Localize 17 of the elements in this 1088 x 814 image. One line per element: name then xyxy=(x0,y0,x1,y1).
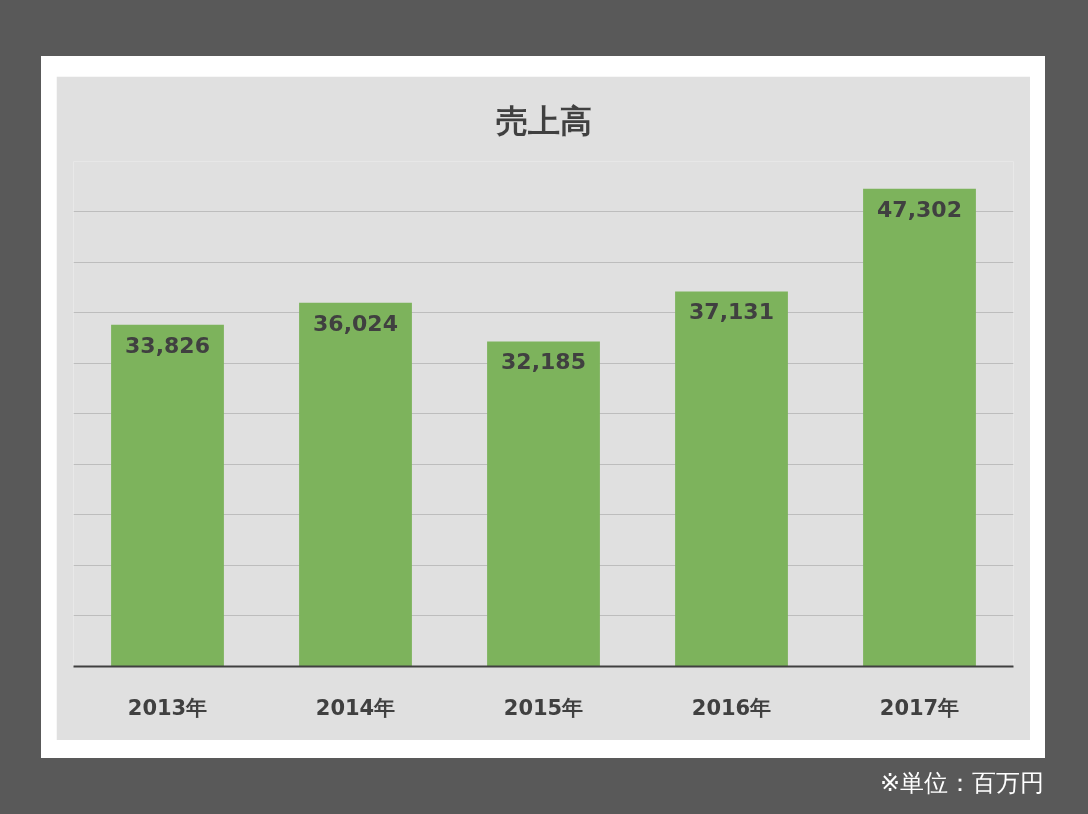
data-label: 47,302 xyxy=(877,196,962,222)
chart-title: 売上高 xyxy=(495,102,592,140)
x-tick-label: 2013年 xyxy=(127,695,208,720)
text: ※単位：百万円 xyxy=(879,768,1044,799)
bar xyxy=(675,291,788,667)
bar xyxy=(487,341,600,667)
bar xyxy=(863,188,976,667)
data-label: 33,826 xyxy=(125,332,210,358)
x-tick-label: 2015年 xyxy=(503,695,584,720)
bar xyxy=(111,324,224,667)
data-label: 36,024 xyxy=(313,310,398,336)
x-tick-label: 2016年 xyxy=(691,695,772,720)
data-label: 32,185 xyxy=(501,349,586,375)
bar xyxy=(299,302,412,667)
data-label: 37,131 xyxy=(689,299,774,325)
x-tick-label: 2014年 xyxy=(315,695,396,720)
x-tick-label: 2017年 xyxy=(879,695,960,720)
